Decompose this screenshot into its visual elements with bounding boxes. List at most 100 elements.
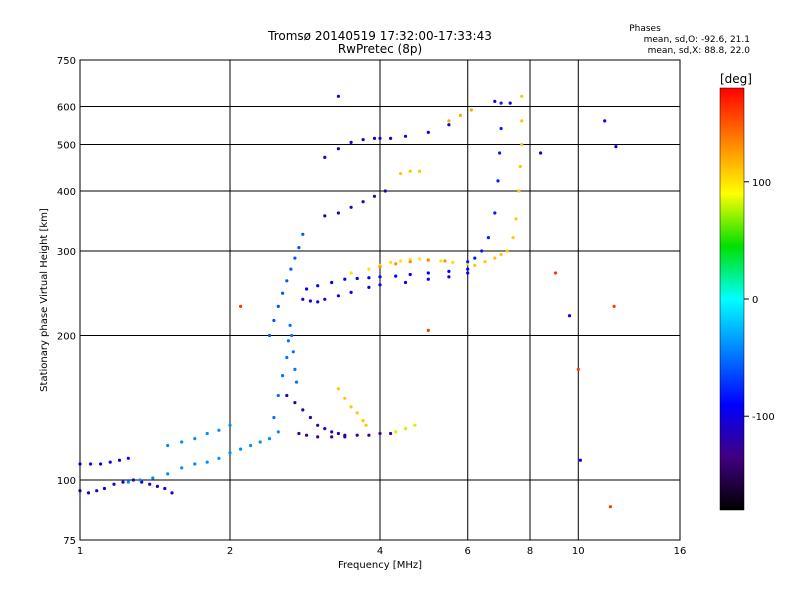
data-point [553,271,558,275]
data-point [323,427,327,431]
data-point [343,277,347,281]
data-point [399,259,403,263]
data-point [508,101,512,105]
data-point [408,169,412,173]
data-point [408,260,412,264]
data-point [316,284,320,288]
axis-ticks: 1 2 4 6 8 10 16 75 100 200 300 400 500 600 750 [57,56,686,557]
data-point [426,258,430,262]
data-point [399,172,403,176]
x-axis-label: Frequency [MHz] [338,560,422,571]
data-point [99,462,103,466]
data-point [166,443,170,448]
data-point [394,262,398,266]
colorbar-label: [deg] [720,72,752,86]
data-point [426,271,430,275]
data-point [126,480,130,484]
data-point [567,314,572,318]
data-point [480,249,484,253]
data-point [205,460,209,464]
data-point [417,169,422,173]
y-tick-label: 600 [57,103,76,114]
colorbar-tick-label: 100 [752,178,771,189]
data-point [301,297,305,301]
data-point [308,415,312,420]
data-point [394,430,398,434]
y-tick-label: 100 [57,476,76,487]
data-point [355,433,359,437]
data-point [163,486,167,491]
data-point [316,423,320,427]
data-point [205,431,209,436]
data-point [466,267,470,271]
data-point [378,136,382,140]
data-point [155,484,159,488]
data-point [349,205,353,209]
data-point [102,486,107,491]
x-tick-label: 10 [572,546,585,557]
data-point [343,396,347,400]
data-point [378,283,382,287]
data-point [281,374,285,378]
data-point [372,136,377,140]
data-point [514,217,518,221]
data-point [349,271,353,275]
data-point [355,276,359,281]
data-point [612,304,616,308]
data-point [614,145,618,149]
y-tick-label: 200 [57,332,76,343]
data-point [281,291,285,295]
data-point [217,456,221,460]
data-point [447,269,451,273]
data-point [426,277,430,281]
data-point [469,108,473,112]
data-point [258,440,262,444]
data-point [505,249,509,253]
data-point [499,101,503,105]
data-point [517,189,521,193]
colorbar [719,87,745,511]
data-point [403,134,408,138]
stats-o-line: mean, sd,O: -92.6, 21.1 [644,35,750,45]
data-point [217,428,221,432]
data-point [578,458,583,462]
data-point [378,275,382,279]
chart-title: Tromsø 20140519 17:32:00-17:33:43 [267,29,492,43]
data-point [301,232,305,236]
data-point [228,423,232,427]
data-point [408,272,412,277]
data-point [343,435,347,439]
data-point [439,259,443,263]
x-tick-label: 16 [674,546,687,557]
data-point [239,447,243,451]
data-point [349,290,353,294]
data-point [121,480,125,484]
data-point [336,387,340,391]
y-tick-label: 300 [57,247,76,258]
data-point [539,151,543,155]
data-point [330,435,334,439]
data-point [288,323,292,327]
data-point [473,256,477,260]
data-point [367,276,371,280]
data-point [389,431,393,436]
data-point [285,393,289,398]
data-point [576,367,580,371]
colorbar-tick-label: 0 [752,295,758,306]
colorbar-ticks: 100 0 -100 [744,178,775,423]
data-point [520,142,524,147]
y-tick-label: 400 [57,187,76,198]
data-point [323,155,327,159]
data-point [417,257,422,261]
data-point [330,280,334,285]
data-point [272,318,276,323]
data-point [336,431,340,436]
data-point [403,427,408,431]
data-point [389,136,393,140]
data-point [89,462,93,466]
data-point [361,419,365,423]
x-tick-label: 8 [527,546,533,557]
data-point [108,460,112,464]
grid-lines [80,60,680,540]
